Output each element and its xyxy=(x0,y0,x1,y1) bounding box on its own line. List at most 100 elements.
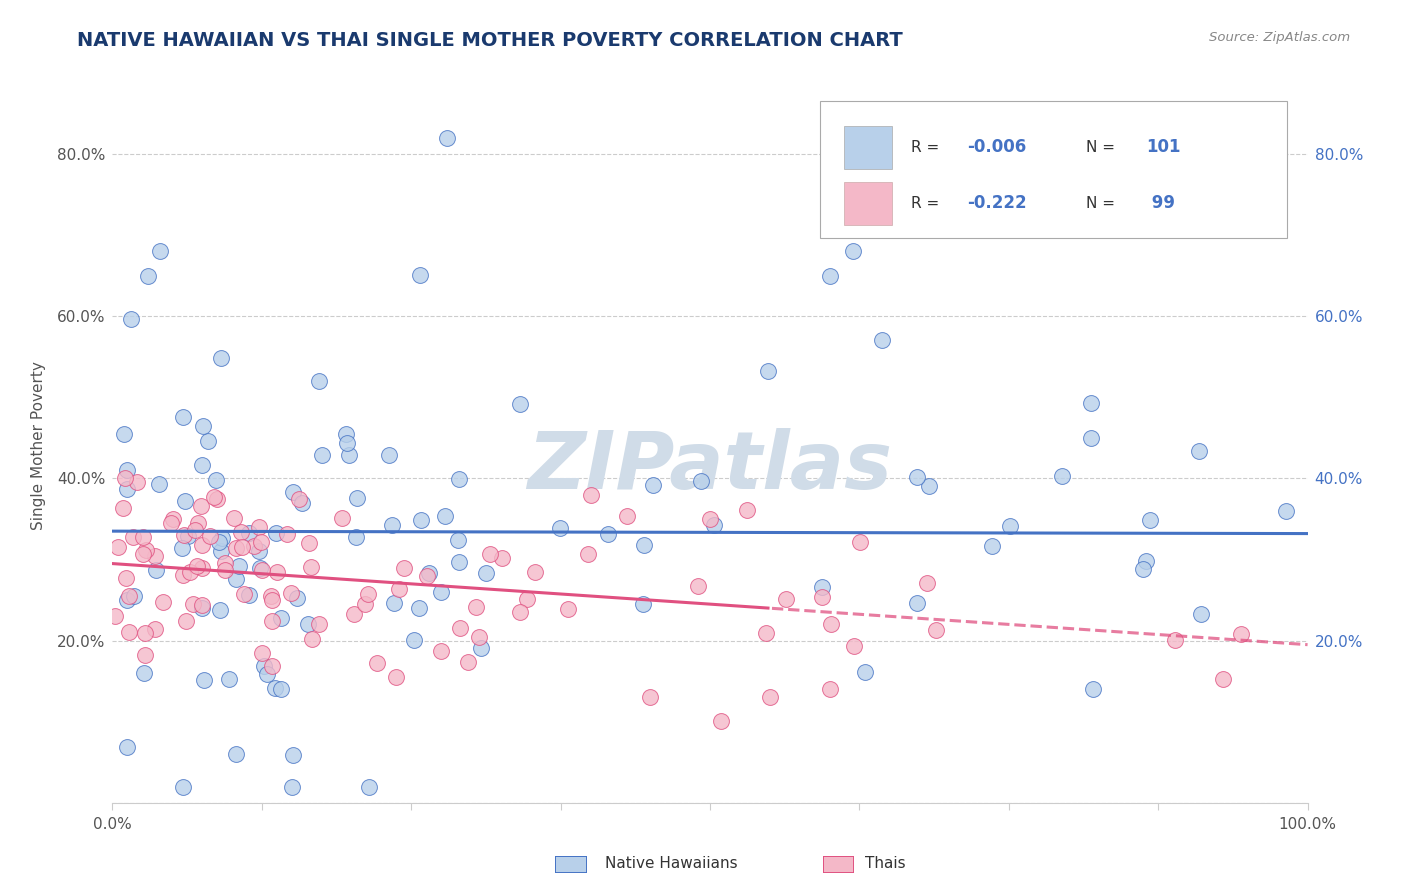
Point xyxy=(276,527,298,541)
Point xyxy=(1132,562,1154,576)
Point xyxy=(225,747,247,762)
Point xyxy=(262,593,284,607)
Point xyxy=(918,479,941,493)
Point xyxy=(228,558,250,573)
Point xyxy=(270,610,292,624)
Point xyxy=(1212,673,1234,687)
Point xyxy=(107,540,129,554)
Point xyxy=(820,617,842,632)
Point xyxy=(238,588,260,602)
Point xyxy=(229,524,252,539)
Point xyxy=(207,535,229,549)
Point xyxy=(232,587,254,601)
Point xyxy=(378,448,401,462)
Point xyxy=(416,568,439,582)
Text: Source: ZipAtlas.com: Source: ZipAtlas.com xyxy=(1209,31,1350,45)
Point xyxy=(418,566,440,581)
Point xyxy=(135,542,157,557)
Point xyxy=(122,589,145,603)
Point xyxy=(193,419,215,434)
Text: -0.006: -0.006 xyxy=(967,138,1026,156)
Point xyxy=(643,477,665,491)
Point xyxy=(336,435,359,450)
Point xyxy=(758,364,780,378)
Point xyxy=(115,571,138,585)
Point xyxy=(344,531,367,545)
Point xyxy=(134,666,156,681)
Point xyxy=(470,640,492,655)
Point xyxy=(311,448,333,462)
FancyBboxPatch shape xyxy=(820,102,1288,237)
Point xyxy=(160,516,183,530)
Point xyxy=(264,526,287,541)
Point xyxy=(576,547,599,561)
Point xyxy=(818,682,841,697)
Point xyxy=(409,268,432,282)
Point xyxy=(214,563,236,577)
Point xyxy=(478,548,501,562)
Point xyxy=(250,563,273,577)
Point xyxy=(1275,504,1298,518)
Point xyxy=(905,596,928,610)
Point xyxy=(811,581,834,595)
Point xyxy=(308,617,330,632)
Point xyxy=(143,622,166,636)
Point xyxy=(853,665,876,679)
Point xyxy=(208,603,231,617)
Point xyxy=(523,566,546,580)
Point xyxy=(343,607,366,621)
Point xyxy=(633,537,655,551)
Point xyxy=(285,591,308,605)
Point xyxy=(264,681,287,695)
Text: N =: N = xyxy=(1087,140,1121,154)
Point xyxy=(132,547,155,561)
Point xyxy=(640,690,662,705)
Point xyxy=(402,633,425,648)
Point xyxy=(449,555,471,569)
Text: Native Hawaiians: Native Hawaiians xyxy=(605,856,737,871)
Point xyxy=(250,646,273,660)
Point xyxy=(915,576,938,591)
Point xyxy=(433,509,456,524)
Point xyxy=(759,690,782,705)
Point xyxy=(818,268,841,283)
Point xyxy=(143,549,166,563)
Text: N =: N = xyxy=(1087,196,1121,211)
Text: 101: 101 xyxy=(1146,138,1181,156)
Point xyxy=(366,656,388,670)
Point xyxy=(842,639,865,653)
Point xyxy=(447,533,470,547)
Point xyxy=(181,597,204,611)
Point xyxy=(238,525,260,540)
Text: R =: R = xyxy=(911,140,943,154)
Point xyxy=(122,530,145,544)
Point xyxy=(509,605,531,619)
Point xyxy=(842,244,865,259)
Point xyxy=(266,565,288,579)
Point xyxy=(193,673,215,688)
Point xyxy=(436,131,458,145)
Point xyxy=(115,482,138,496)
Point xyxy=(242,539,264,553)
Point xyxy=(149,244,172,259)
Point xyxy=(134,625,156,640)
Point xyxy=(298,536,321,550)
FancyBboxPatch shape xyxy=(844,126,891,169)
Point xyxy=(690,475,713,489)
Point xyxy=(1080,432,1102,446)
Point xyxy=(253,659,276,673)
Point xyxy=(214,556,236,570)
Point xyxy=(1164,632,1187,647)
Point xyxy=(735,503,758,517)
Point xyxy=(281,485,304,500)
Point xyxy=(384,670,406,684)
Point xyxy=(998,519,1021,533)
Point xyxy=(231,540,253,554)
Point xyxy=(346,491,368,505)
Point xyxy=(138,268,160,283)
Point xyxy=(465,600,488,615)
Point xyxy=(557,602,579,616)
Point xyxy=(270,681,292,696)
Point xyxy=(491,551,513,566)
Point xyxy=(173,528,195,542)
